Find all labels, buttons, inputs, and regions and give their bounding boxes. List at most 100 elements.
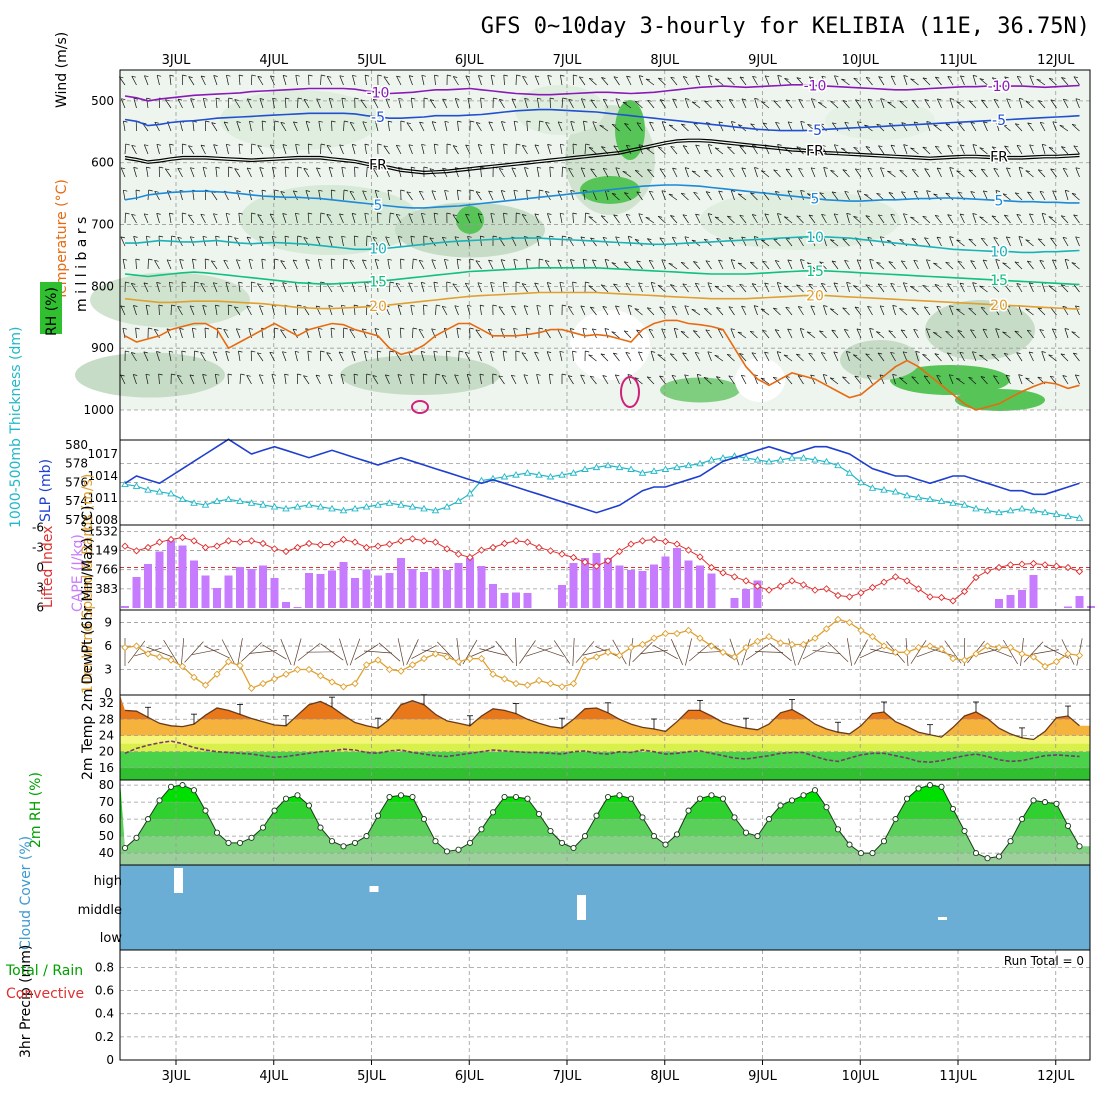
wind-barb xyxy=(727,215,735,224)
wind-barb-flag xyxy=(446,350,451,353)
wind-barb xyxy=(947,76,954,86)
wind-barb-flag xyxy=(469,258,474,261)
wind-barb-flag xyxy=(833,351,838,354)
wind-barb-flag xyxy=(398,305,403,307)
wind-barb-flag xyxy=(926,121,931,123)
wind-barb-flag xyxy=(419,121,424,124)
wind-barb xyxy=(1074,374,1080,385)
wind-barb-flag xyxy=(171,373,176,376)
wind-barb xyxy=(867,237,873,247)
wind10m-marker xyxy=(512,679,520,688)
wind-barb xyxy=(922,354,931,362)
lifted-index-marker xyxy=(903,577,911,585)
wind-barb-flag xyxy=(251,281,256,284)
wind-barb-flag xyxy=(752,214,757,216)
wind-barb xyxy=(154,122,160,132)
wind10m-marker xyxy=(983,642,992,650)
wind-barb-flag xyxy=(501,259,506,261)
lifted-index-marker xyxy=(535,543,543,552)
wind-barb xyxy=(330,328,333,339)
wind-barb xyxy=(1002,331,1011,339)
wind-barb-flag xyxy=(205,258,210,261)
wind-barb-flag xyxy=(624,261,629,264)
wind-barb xyxy=(295,213,298,224)
wind-barb-flag xyxy=(475,260,480,263)
wind-barb xyxy=(844,329,850,339)
isotherm-label: -5 xyxy=(808,123,822,139)
wind-barb-flag xyxy=(280,260,285,262)
wind-barb xyxy=(968,377,977,385)
date-label-bottom: 5JUL xyxy=(357,1069,387,1084)
wind-barb-flag xyxy=(800,121,805,123)
rh2m-marker xyxy=(443,848,451,855)
thickness-marker xyxy=(259,501,267,508)
wind-barb xyxy=(588,147,597,155)
wind-barb-flag xyxy=(457,258,462,261)
wind-barb xyxy=(315,305,321,316)
wind-barb xyxy=(487,329,494,339)
wind-barb-flag xyxy=(318,120,323,123)
wind-barb xyxy=(841,78,850,86)
wind-barb-flag xyxy=(924,168,929,170)
wind-barb-flag xyxy=(728,375,733,378)
wind-barb-flag xyxy=(995,190,1000,192)
wind-barb-flag xyxy=(389,350,394,353)
wind-barb xyxy=(716,168,724,178)
wind-barb xyxy=(475,329,482,339)
wind-barb-flag xyxy=(910,78,915,81)
wind-barb-flag xyxy=(636,191,641,194)
wind-barb-flag xyxy=(536,373,541,376)
wind10m-barb xyxy=(180,638,185,666)
wind-barb xyxy=(659,168,666,178)
wind-barb xyxy=(956,101,965,109)
wind-barb xyxy=(1027,191,1034,201)
wind-barb xyxy=(1048,285,1057,293)
wind-barb xyxy=(982,190,988,201)
wind-barb-flag xyxy=(1016,283,1021,285)
isotherm-label: 5 xyxy=(374,198,383,214)
wind-barb xyxy=(406,191,413,201)
wind-barb-flag xyxy=(375,190,380,192)
wind-barb-flag xyxy=(228,166,233,169)
wind-barb-flag xyxy=(297,97,303,100)
pressure-tick: 800 xyxy=(91,279,114,293)
wind-barb-flag xyxy=(159,166,164,169)
wind-barb-flag xyxy=(981,168,986,171)
wind-barb-flag xyxy=(645,216,650,219)
wind-barb-flag xyxy=(572,350,577,353)
wind-barb xyxy=(661,259,666,270)
wind-barb xyxy=(568,168,574,178)
wind-barb xyxy=(968,100,977,109)
wind-barb xyxy=(501,121,505,132)
wind-barb-flag xyxy=(547,351,552,353)
wind-barb xyxy=(343,189,345,201)
wind-barb xyxy=(579,76,586,86)
wind-barb xyxy=(991,353,1000,362)
wind-barb xyxy=(353,235,356,247)
wind-barb-flag xyxy=(372,236,378,239)
wind-barb xyxy=(703,308,712,316)
rh2m-marker xyxy=(1018,816,1026,823)
wind-barb xyxy=(200,75,206,86)
thickness-line xyxy=(124,455,1080,519)
wind-barb-flag xyxy=(303,98,309,101)
wind-barb xyxy=(236,259,241,270)
wind-barb-flag xyxy=(488,259,493,262)
wind-barb-flag xyxy=(568,98,573,101)
rh2m-tick: 50 xyxy=(99,829,114,843)
wind-barb-flag xyxy=(588,216,593,218)
wind-barb xyxy=(259,98,264,109)
wind-barb xyxy=(502,351,505,362)
wind-barb-flag xyxy=(1071,262,1076,264)
wind-barb-flag xyxy=(880,236,885,239)
wind-barb-flag xyxy=(832,191,837,194)
wind-barb xyxy=(317,328,321,339)
wind-barb-flag xyxy=(522,75,527,78)
wind-barb-flag xyxy=(695,144,700,147)
wind-barb-flag xyxy=(903,351,908,354)
wind-barb xyxy=(672,167,678,178)
wind-barb-flag xyxy=(685,167,690,169)
wind-barb xyxy=(385,98,390,109)
wind-barb-flag xyxy=(922,146,927,149)
